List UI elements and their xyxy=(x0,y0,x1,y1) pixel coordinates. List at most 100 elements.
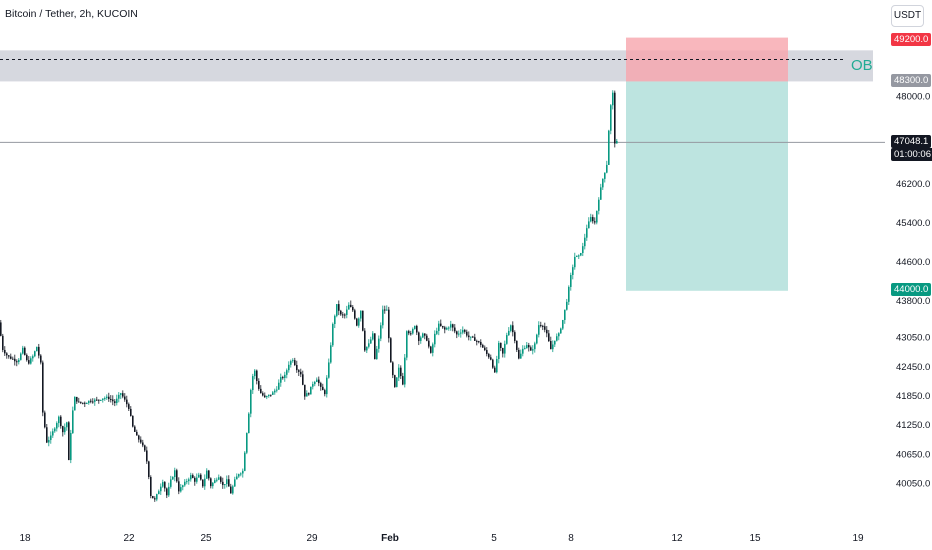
candle xyxy=(382,305,384,329)
candle xyxy=(202,479,204,488)
candle xyxy=(266,395,268,400)
candle xyxy=(66,421,68,431)
candle xyxy=(212,481,214,489)
candle xyxy=(194,476,196,486)
candle-body xyxy=(604,172,606,179)
y-tick-label: 43050.0 xyxy=(896,333,930,344)
candle-body xyxy=(568,286,570,302)
candle xyxy=(50,431,52,444)
candle-body xyxy=(574,256,576,268)
candle xyxy=(100,399,102,401)
candle-body xyxy=(586,228,588,238)
currency-button[interactable]: USDT xyxy=(891,5,924,27)
y-tick-label: 43800.0 xyxy=(896,296,930,307)
candle-body xyxy=(186,481,188,483)
order-block-label: OB xyxy=(851,57,873,74)
candle-body xyxy=(280,377,282,383)
candle xyxy=(172,476,174,480)
candle xyxy=(576,255,578,258)
candle-body xyxy=(354,310,356,319)
candle xyxy=(474,333,476,342)
candle-body xyxy=(560,328,562,334)
candle-body xyxy=(26,354,28,361)
candle-body xyxy=(330,345,332,363)
candle-body xyxy=(388,309,390,339)
candle-body xyxy=(520,353,522,359)
candle-body xyxy=(380,325,382,339)
candle-body xyxy=(416,325,418,333)
candle xyxy=(18,358,20,365)
candle xyxy=(486,347,488,357)
candle xyxy=(472,335,474,338)
candle xyxy=(342,311,344,319)
candle-body xyxy=(294,360,296,366)
candle-body xyxy=(318,379,320,384)
y-tick-label: 40650.0 xyxy=(896,449,930,460)
candle-body xyxy=(10,356,12,359)
candle-body xyxy=(584,237,586,247)
candle-body xyxy=(436,330,438,334)
candle-body xyxy=(298,370,300,372)
candle-body xyxy=(326,377,328,395)
candle-body xyxy=(96,399,98,401)
candle xyxy=(254,369,256,380)
candle xyxy=(540,321,542,328)
candle xyxy=(488,352,490,359)
candle-body xyxy=(310,386,312,395)
candle xyxy=(234,476,236,488)
candle-body xyxy=(220,477,222,482)
candle xyxy=(498,340,500,364)
candle-body xyxy=(340,310,342,315)
candle-body xyxy=(92,401,94,403)
chart-title: Bitcoin / Tether, 2h, KUCOIN xyxy=(5,8,138,20)
candle xyxy=(366,346,368,354)
candle-body xyxy=(210,478,212,487)
candle-body xyxy=(160,486,162,492)
candle-body xyxy=(142,442,144,446)
candle-body xyxy=(154,498,156,500)
candle xyxy=(596,210,598,225)
candle xyxy=(300,368,302,378)
candle xyxy=(98,399,100,404)
candle xyxy=(476,339,478,346)
candle xyxy=(312,381,314,390)
candle-body xyxy=(42,362,44,413)
candle xyxy=(432,342,434,357)
candle-body xyxy=(370,339,372,344)
candle xyxy=(440,319,442,327)
candle-body xyxy=(176,470,178,482)
candle-body xyxy=(120,393,122,395)
candle-body xyxy=(412,328,414,334)
candle xyxy=(380,322,382,342)
candle xyxy=(582,242,584,257)
candle-body xyxy=(170,479,172,487)
candle-body xyxy=(512,325,514,333)
candle xyxy=(524,345,526,350)
candle-body xyxy=(406,331,408,358)
candle xyxy=(184,479,186,487)
candle-body xyxy=(594,221,596,223)
candle-body xyxy=(478,341,480,343)
candle xyxy=(106,394,108,400)
candle xyxy=(590,213,592,223)
candle-body xyxy=(358,318,360,326)
candle-body xyxy=(592,217,594,222)
candle xyxy=(362,310,364,332)
candle xyxy=(330,342,332,364)
candle-body xyxy=(12,358,14,360)
candle xyxy=(288,361,290,373)
candle xyxy=(82,402,84,405)
candle xyxy=(282,375,284,380)
candle-body xyxy=(272,392,274,395)
candle-body xyxy=(278,382,280,390)
candle xyxy=(484,345,486,352)
candle xyxy=(256,369,258,385)
candle-body xyxy=(194,477,196,482)
candle-body xyxy=(290,361,292,365)
candle xyxy=(346,305,348,319)
candle-body xyxy=(344,314,346,316)
candle-body xyxy=(400,367,402,377)
candle-body xyxy=(368,343,370,347)
candle xyxy=(336,304,338,318)
candle xyxy=(396,376,398,388)
